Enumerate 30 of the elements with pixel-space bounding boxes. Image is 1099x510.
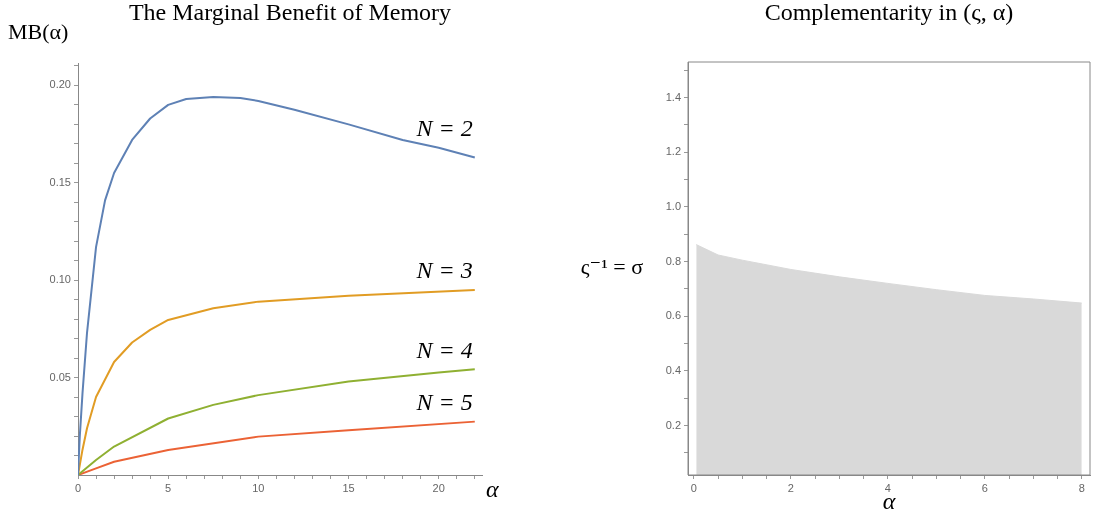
x-tick-label: 15 [342,481,355,494]
x-tick-label: 0 [74,481,82,494]
y-tick-label: 1.0 [665,199,681,212]
y-tick-label: 0.2 [665,418,681,431]
x-tick-label: 8 [1078,481,1085,494]
series-label: N = 4 [415,336,473,363]
y-tick-label: 0.20 [49,78,71,91]
series-label: N = 3 [415,257,473,284]
y-tick-label: 0.8 [665,254,681,267]
series-label: N = 5 [415,388,473,415]
x-tick-label: 6 [981,481,988,494]
y-tick-label: 1.2 [665,145,681,158]
chart-title: Complementarity in (ς, α) [764,0,1014,26]
y-tick-label: 0.15 [49,175,71,188]
y-tick-label: 1.4 [665,90,681,103]
x-tick-label: 4 [884,481,891,494]
x-tick-label: 5 [165,481,172,494]
y-tick-label: 0.6 [665,309,681,322]
x-axis-title: α [486,476,499,503]
y-axis-title: MB(α) [8,18,69,44]
y-axis-title: ς⁻¹ = σ [580,254,644,280]
y-tick-label: 0.4 [665,363,681,376]
chart-title: The Marginal Benefit of Memory [128,0,452,26]
x-tick-label: 20 [432,481,445,494]
series-label: N = 2 [415,115,473,142]
y-tick-label: 0.05 [49,370,71,383]
x-tick-label: 2 [787,481,794,494]
x-tick-label: 10 [252,481,265,494]
x-tick-label: 0 [690,481,697,494]
y-tick-label: 0.10 [49,273,71,286]
